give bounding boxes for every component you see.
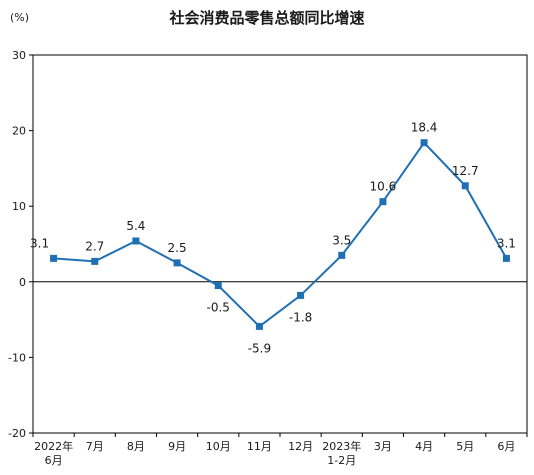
x-tick-label: 3月 — [374, 440, 392, 453]
data-labels: 3.1 2.7 5.4 2.5 -0.5 -5.9 -1.8 3.5 10.6 18.4 12.7 3… — [30, 121, 516, 356]
data-point — [255, 322, 263, 330]
data-label: -5.9 — [248, 341, 271, 355]
data-label: 3.1 — [497, 236, 516, 250]
y-axis: -20 -10 0 10 20 30 — [8, 49, 33, 440]
data-point — [461, 182, 469, 190]
series-line — [53, 141, 508, 328]
y-tick-label: -20 — [8, 427, 26, 440]
data-point — [338, 251, 346, 259]
data-label: 10.6 — [370, 180, 397, 194]
data-point — [132, 237, 140, 245]
data-label: -1.8 — [289, 310, 312, 324]
x-tick-label: 11月 — [247, 440, 272, 453]
x-tick-label: 5月 — [456, 440, 474, 453]
x-tick-label: 12月 — [288, 440, 313, 453]
data-point — [379, 198, 387, 206]
x-tick-label: 1-2月 — [327, 454, 356, 467]
x-tick-label: 4月 — [415, 440, 433, 453]
data-label: -0.5 — [207, 301, 230, 315]
data-point — [502, 254, 510, 262]
x-tick-label: 7月 — [86, 440, 104, 453]
x-tick-label: 6月 — [497, 440, 515, 453]
data-label: 2.5 — [168, 241, 187, 255]
x-tick-label: 10月 — [206, 440, 231, 453]
data-label: 2.7 — [85, 239, 104, 253]
data-point — [214, 282, 222, 290]
data-label: 18.4 — [411, 121, 438, 135]
data-label: 5.4 — [126, 219, 145, 233]
x-tick-label: 8月 — [127, 440, 145, 453]
y-tick-label: 30 — [12, 49, 26, 62]
data-label: 3.1 — [30, 236, 49, 250]
plot-area-frame — [32, 54, 528, 434]
data-point — [420, 139, 428, 147]
data-point — [50, 254, 58, 262]
x-tick-label: 6月 — [45, 454, 63, 467]
chart-title: 社会消费品零售总额同比增速 — [169, 9, 365, 27]
data-label: 3.5 — [332, 233, 351, 247]
y-tick-label: -10 — [8, 351, 26, 364]
y-tick-label: 20 — [12, 125, 26, 138]
data-point — [297, 291, 305, 299]
x-tick-label: 2023年 — [322, 439, 361, 453]
data-label: 12.7 — [452, 164, 479, 178]
y-tick-label: 10 — [12, 200, 26, 213]
data-point — [91, 257, 99, 265]
y-tick-label: 0 — [19, 276, 26, 289]
x-tick-label: 2022年 — [34, 439, 73, 453]
data-markers — [50, 139, 510, 330]
y-unit-label: (%) — [10, 11, 30, 24]
data-point — [173, 259, 181, 267]
x-tick-label: 9月 — [168, 440, 186, 453]
